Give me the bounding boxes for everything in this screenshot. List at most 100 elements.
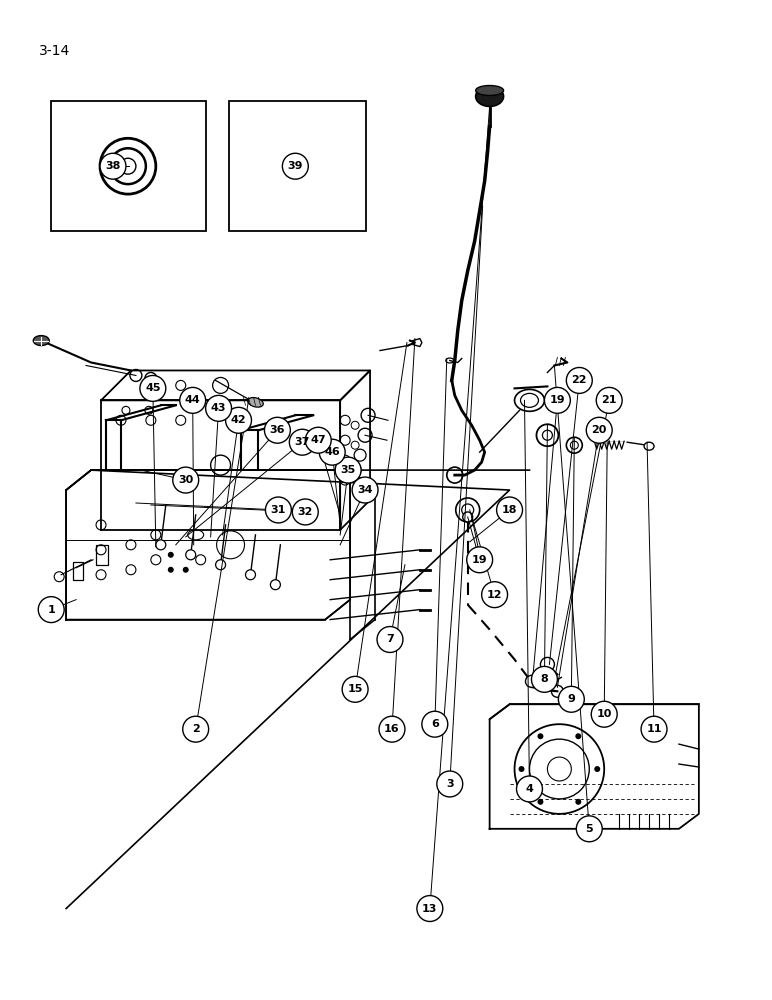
Text: 1: 1 — [47, 605, 55, 615]
Circle shape — [577, 816, 602, 842]
Circle shape — [586, 417, 612, 443]
Circle shape — [320, 439, 345, 465]
Bar — [229, 101, 366, 231]
Text: 30: 30 — [178, 475, 193, 485]
Circle shape — [567, 367, 592, 393]
Ellipse shape — [476, 85, 503, 95]
Text: 10: 10 — [597, 709, 612, 719]
Circle shape — [156, 540, 166, 550]
Circle shape — [575, 733, 581, 739]
Circle shape — [305, 427, 331, 453]
Circle shape — [342, 676, 368, 702]
Circle shape — [462, 512, 472, 522]
Bar — [96, 545, 108, 565]
Circle shape — [558, 686, 584, 712]
Text: 38: 38 — [105, 161, 120, 171]
Text: 15: 15 — [347, 684, 363, 694]
Circle shape — [293, 499, 318, 525]
Text: 18: 18 — [502, 505, 517, 515]
Circle shape — [290, 429, 315, 455]
Circle shape — [270, 580, 280, 590]
Text: 32: 32 — [297, 507, 313, 517]
Ellipse shape — [476, 86, 503, 106]
Text: 11: 11 — [646, 724, 662, 734]
Circle shape — [516, 776, 543, 802]
Text: 43: 43 — [211, 403, 226, 413]
Text: 4: 4 — [526, 784, 533, 794]
Text: 31: 31 — [271, 505, 286, 515]
Text: 37: 37 — [295, 437, 310, 447]
Text: 6: 6 — [431, 719, 438, 729]
Circle shape — [335, 457, 361, 483]
Circle shape — [283, 153, 308, 179]
Circle shape — [537, 799, 543, 805]
Text: 5: 5 — [585, 824, 593, 834]
Circle shape — [641, 716, 667, 742]
Circle shape — [183, 567, 188, 573]
Text: 19: 19 — [472, 555, 487, 565]
Circle shape — [496, 497, 523, 523]
Text: 16: 16 — [384, 724, 400, 734]
Text: 3-14: 3-14 — [39, 44, 70, 58]
Circle shape — [467, 547, 493, 573]
Circle shape — [293, 161, 303, 171]
Bar — [73, 562, 83, 580]
Circle shape — [544, 387, 571, 413]
Bar — [51, 101, 205, 231]
Circle shape — [575, 799, 581, 805]
Ellipse shape — [644, 442, 654, 450]
Circle shape — [266, 497, 291, 523]
Text: 22: 22 — [571, 375, 587, 385]
Text: 39: 39 — [288, 161, 303, 171]
Text: 9: 9 — [567, 694, 575, 704]
Circle shape — [265, 417, 290, 443]
Circle shape — [482, 582, 507, 608]
Circle shape — [377, 627, 403, 652]
Circle shape — [39, 597, 64, 623]
Ellipse shape — [33, 336, 49, 346]
Text: 45: 45 — [145, 383, 161, 393]
Circle shape — [168, 552, 174, 558]
Circle shape — [352, 477, 378, 503]
Circle shape — [186, 550, 195, 560]
Text: 19: 19 — [550, 395, 565, 405]
Circle shape — [526, 675, 537, 687]
Text: 46: 46 — [324, 447, 340, 457]
Circle shape — [594, 766, 600, 772]
Circle shape — [531, 666, 557, 692]
Circle shape — [417, 896, 443, 921]
Circle shape — [183, 716, 208, 742]
Text: 35: 35 — [340, 465, 356, 475]
Text: 8: 8 — [540, 674, 548, 684]
Circle shape — [120, 158, 136, 174]
Circle shape — [379, 716, 405, 742]
Circle shape — [173, 467, 198, 493]
Circle shape — [225, 407, 252, 433]
Text: 21: 21 — [601, 395, 617, 405]
Circle shape — [537, 733, 543, 739]
Text: 44: 44 — [185, 395, 201, 405]
Text: 12: 12 — [487, 590, 503, 600]
Text: 36: 36 — [269, 425, 285, 435]
Circle shape — [591, 701, 617, 727]
Circle shape — [422, 711, 448, 737]
Text: 47: 47 — [310, 435, 326, 445]
Ellipse shape — [248, 398, 263, 407]
Text: 13: 13 — [422, 904, 438, 914]
Circle shape — [180, 387, 205, 413]
Text: 20: 20 — [591, 425, 607, 435]
Circle shape — [140, 375, 166, 401]
Text: 2: 2 — [191, 724, 200, 734]
Text: 7: 7 — [386, 634, 394, 644]
Circle shape — [100, 153, 126, 179]
Circle shape — [519, 766, 524, 772]
Text: 42: 42 — [231, 415, 246, 425]
Circle shape — [215, 560, 225, 570]
Circle shape — [245, 570, 256, 580]
Circle shape — [596, 387, 622, 413]
Text: 3: 3 — [446, 779, 454, 789]
Circle shape — [168, 567, 174, 573]
Circle shape — [437, 771, 462, 797]
Circle shape — [205, 395, 232, 421]
Text: 34: 34 — [357, 485, 373, 495]
